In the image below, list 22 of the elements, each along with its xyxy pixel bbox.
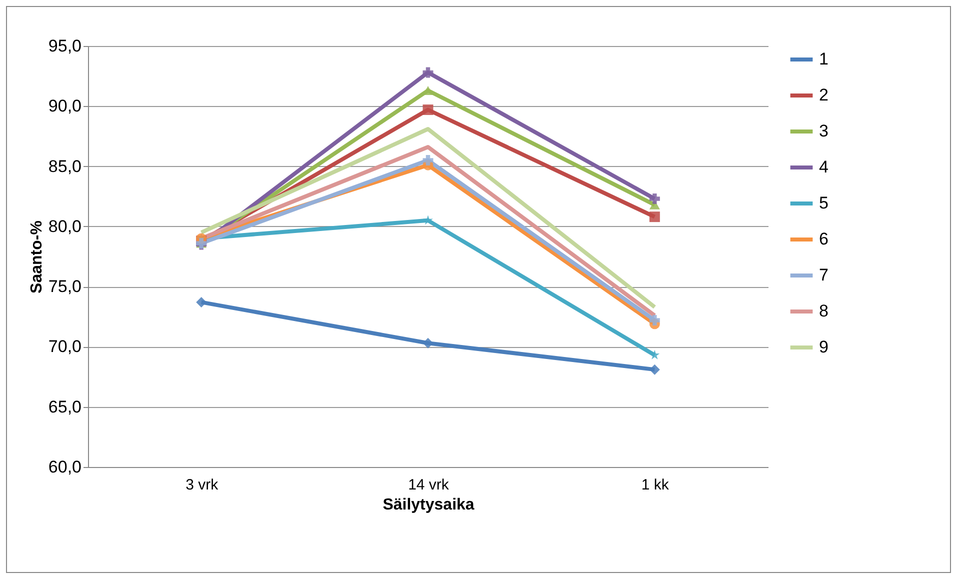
y-tick-label: 80,0 <box>48 216 82 236</box>
legend-label: 9 <box>819 338 828 356</box>
y-tick-label: 65,0 <box>48 397 82 416</box>
legend-label: 6 <box>819 230 828 248</box>
y-tick-label: 95,0 <box>48 36 82 56</box>
y-tick-label: 60,0 <box>48 458 82 476</box>
y-tick-label: 70,0 <box>48 337 82 356</box>
legend-label: 4 <box>819 158 828 176</box>
x-tick-label: 1 kk <box>641 476 670 494</box>
x-tick-label: 14 vrk <box>408 476 450 494</box>
x-tick-label: 3 vrk <box>186 476 219 494</box>
legend-label: 3 <box>819 122 828 140</box>
legend-label: 1 <box>819 50 828 68</box>
y-axis-title: Saanto-% <box>28 220 46 294</box>
y-tick-label: 75,0 <box>48 277 82 296</box>
x-axis-title: Säilytysaika <box>382 496 474 514</box>
y-tick-label: 90,0 <box>48 96 82 116</box>
legend-label: 8 <box>819 302 828 320</box>
y-tick-label: 85,0 <box>48 156 82 176</box>
legend-label: 5 <box>819 194 828 212</box>
legend-label: 7 <box>819 266 828 284</box>
legend-label: 2 <box>819 86 828 104</box>
